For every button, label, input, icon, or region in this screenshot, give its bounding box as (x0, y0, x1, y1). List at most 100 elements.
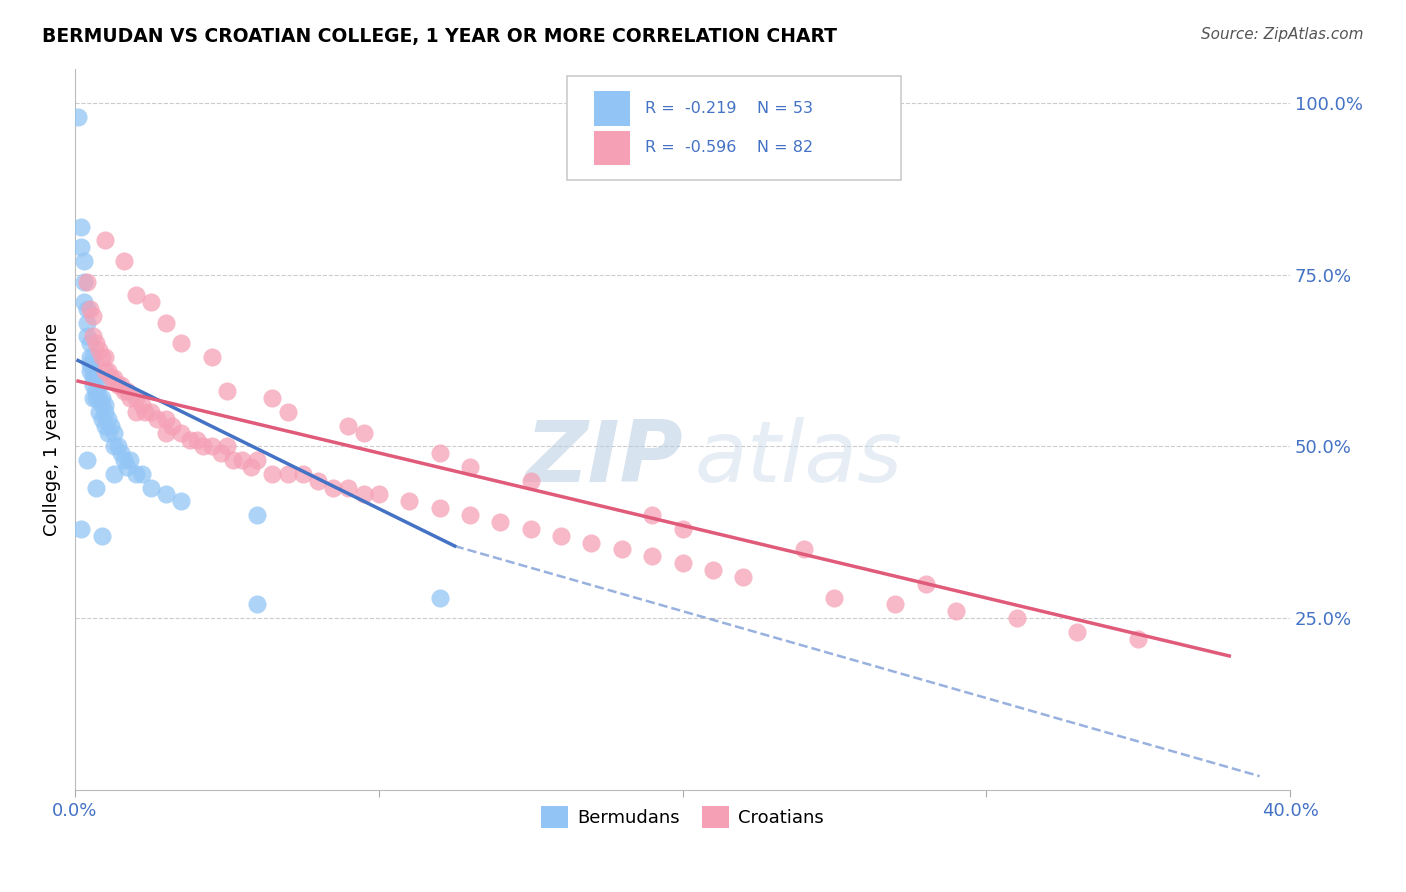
Point (139, 405, 162, 419)
Point (73, 295, 96, 310)
Point (82, 364, 104, 378)
Point (277, 405, 299, 419)
Point (307, 474, 329, 488)
Point (103, 370, 125, 384)
Point (146, 412, 169, 426)
Point (160, 418, 183, 433)
Point (1126, 632, 1149, 646)
Point (76, 329, 98, 343)
Point (125, 288, 148, 302)
Point (429, 446, 451, 460)
Point (94, 398, 117, 412)
Point (793, 542, 815, 557)
Point (89, 405, 111, 419)
Point (322, 481, 344, 495)
Point (125, 405, 148, 419)
Point (131, 467, 153, 481)
Point (94, 405, 117, 419)
Point (277, 467, 299, 481)
Point (429, 501, 451, 516)
Point (107, 377, 129, 392)
Text: Source: ZipAtlas.com: Source: ZipAtlas.com (1201, 27, 1364, 42)
Point (170, 425, 193, 440)
Point (641, 508, 664, 522)
Point (240, 460, 263, 475)
Point (671, 556, 693, 570)
Text: ZIP: ZIP (524, 417, 682, 500)
Point (337, 418, 360, 433)
Point (73, 275, 96, 289)
Point (103, 439, 125, 453)
Point (76, 275, 98, 289)
Point (1066, 624, 1088, 639)
Point (112, 253, 135, 268)
Point (179, 433, 201, 447)
Point (581, 535, 603, 549)
Point (79, 336, 101, 351)
Point (209, 446, 232, 460)
Point (67, 110, 90, 124)
Point (550, 529, 572, 543)
Point (82, 377, 104, 392)
Point (134, 405, 156, 419)
Point (100, 418, 122, 433)
Point (125, 392, 148, 406)
Point (353, 425, 375, 440)
Point (884, 598, 907, 612)
Point (246, 598, 269, 612)
Point (94, 233, 117, 247)
Point (262, 392, 284, 406)
Point (110, 446, 132, 460)
Point (103, 467, 125, 481)
Point (97, 412, 120, 426)
Point (118, 453, 141, 467)
Point (112, 453, 135, 467)
Point (79, 357, 101, 371)
Point (91, 350, 114, 364)
Point (89, 343, 111, 358)
Point (107, 439, 129, 453)
Point (246, 453, 269, 467)
Point (103, 425, 125, 440)
Point (945, 604, 967, 618)
Point (231, 453, 253, 467)
Point (170, 494, 193, 508)
Point (191, 439, 214, 453)
Point (458, 508, 481, 522)
Point (671, 522, 693, 536)
Point (914, 576, 936, 591)
Point (79, 350, 101, 364)
Point (262, 467, 284, 481)
Point (79, 301, 101, 316)
Point (70, 219, 93, 234)
Point (610, 542, 633, 557)
FancyBboxPatch shape (567, 76, 901, 180)
Point (82, 350, 104, 364)
Point (89, 392, 111, 406)
Point (100, 370, 122, 384)
Point (112, 384, 135, 399)
Point (337, 481, 360, 495)
Point (125, 467, 148, 481)
Point (91, 412, 114, 426)
Point (115, 460, 138, 475)
Point (70, 522, 93, 536)
Point (398, 494, 420, 508)
Point (79, 364, 101, 378)
Point (222, 453, 245, 467)
Point (131, 398, 153, 412)
Point (139, 481, 162, 495)
Point (94, 350, 117, 364)
Point (1005, 611, 1028, 625)
Point (155, 316, 177, 330)
Point (489, 515, 512, 529)
Point (91, 392, 114, 406)
Point (702, 563, 724, 577)
Point (201, 350, 224, 364)
Point (246, 508, 269, 522)
Point (91, 398, 114, 412)
Point (76, 316, 98, 330)
Text: BERMUDAN VS CROATIAN COLLEGE, 1 YEAR OR MORE CORRELATION CHART: BERMUDAN VS CROATIAN COLLEGE, 1 YEAR OR … (42, 27, 837, 45)
Point (84, 392, 107, 406)
Point (97, 364, 120, 378)
